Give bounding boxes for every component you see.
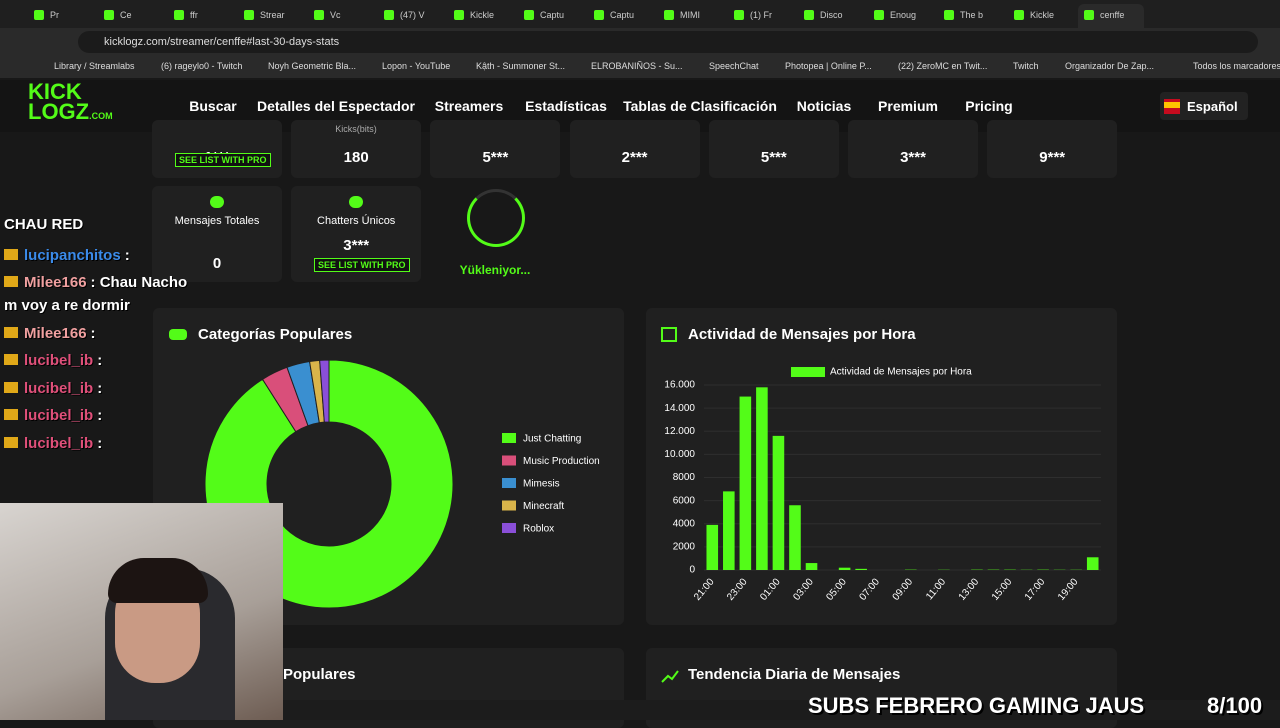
legend-label: Minecraft	[523, 501, 564, 512]
hair	[108, 558, 208, 603]
x-tick-label: 19:00	[1056, 576, 1081, 603]
x-tick-label: 05:00	[824, 576, 849, 603]
x-tick-label: 03:00	[791, 576, 816, 603]
overlay-counter: 8/100	[1207, 693, 1262, 719]
bar	[789, 505, 801, 570]
y-tick-label: 14.000	[664, 403, 695, 414]
title-icon	[169, 329, 187, 340]
y-tick-label: 4000	[673, 518, 696, 529]
legend-swatch	[502, 478, 516, 488]
bar	[706, 525, 718, 570]
legend-swatch	[502, 523, 516, 533]
title-icon	[662, 328, 676, 341]
x-tick-label: 15:00	[990, 576, 1015, 603]
y-tick-label: 2000	[673, 542, 696, 553]
y-tick-label: 8000	[673, 472, 696, 483]
bar	[1087, 557, 1099, 570]
x-tick-label: 21:00	[692, 576, 717, 603]
x-tick-label: 17:00	[1023, 576, 1048, 603]
bar	[806, 563, 818, 570]
y-tick-label: 6000	[673, 495, 696, 506]
y-tick-label: 0	[689, 565, 695, 576]
legend-swatch	[502, 456, 516, 466]
webcam	[0, 503, 283, 720]
y-tick-label: 10.000	[664, 449, 695, 460]
legend-label: Actividad de Mensajes por Hora	[830, 367, 972, 378]
x-tick-label: 01:00	[758, 576, 783, 603]
bar	[773, 436, 785, 570]
legend-swatch	[502, 433, 516, 443]
legend-swatch	[502, 501, 516, 511]
chart-title: Actividad de Mensajes por Hora	[688, 326, 916, 343]
chart-title: Categorías Populares	[198, 326, 352, 343]
x-tick-label: 11:00	[924, 576, 948, 602]
legend-swatch	[791, 367, 825, 377]
bar	[756, 387, 768, 570]
bar	[855, 569, 867, 570]
x-tick-label: 07:00	[857, 576, 882, 603]
legend-label: Music Production	[523, 456, 600, 467]
overlay-title: SUBS FEBRERO GAMING JAUS	[808, 693, 1144, 719]
bar	[740, 397, 752, 570]
bar	[723, 491, 735, 570]
legend-label: Just Chatting	[523, 434, 581, 445]
legend-label: Mimesis	[523, 479, 560, 490]
legend-label: Roblox	[523, 524, 554, 535]
x-tick-label: 13:00	[957, 576, 982, 603]
y-tick-label: 16.000	[664, 380, 695, 391]
x-tick-label: 09:00	[891, 576, 916, 603]
y-tick-label: 12.000	[664, 426, 695, 437]
x-tick-label: 23:00	[725, 576, 750, 603]
title-icon	[662, 671, 678, 682]
bar	[839, 568, 851, 570]
